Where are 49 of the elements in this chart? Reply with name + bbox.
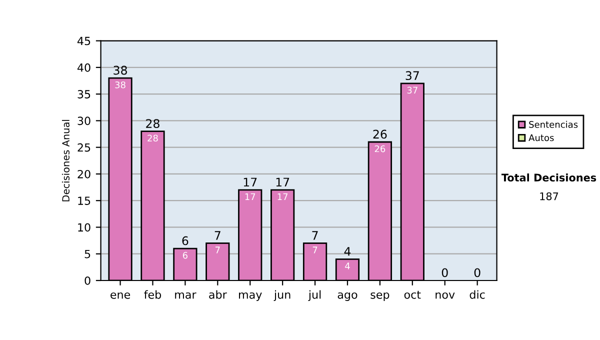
data-label: 17 (278, 193, 288, 200)
x-tick-label: jun (274, 290, 290, 301)
total-label: 28 (146, 119, 160, 128)
y-tick-label: 15 (78, 196, 90, 205)
x-tick-label: ene (110, 292, 130, 299)
text: Total Decisiones (501, 173, 596, 182)
y-tick-label: 0 (84, 276, 90, 285)
data-label: 37 (407, 86, 418, 94)
total-label: 7 (312, 231, 318, 240)
x-tick-label: sep (370, 292, 390, 301)
x-tick-label: dic (470, 290, 485, 299)
data-label: 28 (148, 134, 158, 142)
legend-label: Sentencias (529, 120, 578, 128)
data-label: 17 (245, 193, 256, 200)
x-tick-label: may (239, 292, 262, 301)
x-tick-label: nov (436, 292, 455, 299)
total-label: 37 (406, 71, 419, 80)
x-tick-label: abr (209, 290, 227, 299)
total-label: 17 (276, 178, 290, 186)
total-label: 7 (214, 231, 220, 240)
text: 187 (540, 192, 558, 200)
total-label: 26 (373, 130, 387, 139)
y-tick-label: 30 (78, 116, 90, 126)
data-label: 26 (374, 145, 386, 152)
x-tick-label: jul (308, 290, 321, 301)
total-label: 4 (344, 247, 351, 256)
x-tick-label: ago (338, 292, 358, 301)
y-tick-label: 20 (78, 170, 90, 178)
y-tick-label: 35 (78, 90, 90, 98)
y-axis-title: Decisiones Anual (62, 120, 70, 202)
total-label: 6 (182, 236, 188, 246)
total-label: 0 (474, 268, 480, 278)
data-label: 7 (312, 246, 318, 254)
data-label: 7 (216, 246, 220, 254)
y-tick-label: 25 (78, 143, 90, 152)
y-tick-label: 40 (77, 63, 90, 72)
data-label: 6 (182, 252, 188, 259)
data-label: 4 (345, 262, 350, 270)
x-tick-label: mar (175, 292, 196, 299)
y-tick-label: 45 (77, 36, 90, 46)
y-tick-label: 5 (84, 250, 90, 258)
legend-label: Autos (528, 134, 554, 142)
total-label: 0 (442, 268, 448, 278)
y-tick-label: 10 (78, 223, 90, 232)
x-tick-label: oct (404, 290, 421, 299)
x-tick-label: feb (144, 290, 162, 299)
total-label: 17 (244, 178, 257, 186)
total-label: 38 (114, 66, 127, 75)
data-label: 38 (115, 81, 126, 88)
